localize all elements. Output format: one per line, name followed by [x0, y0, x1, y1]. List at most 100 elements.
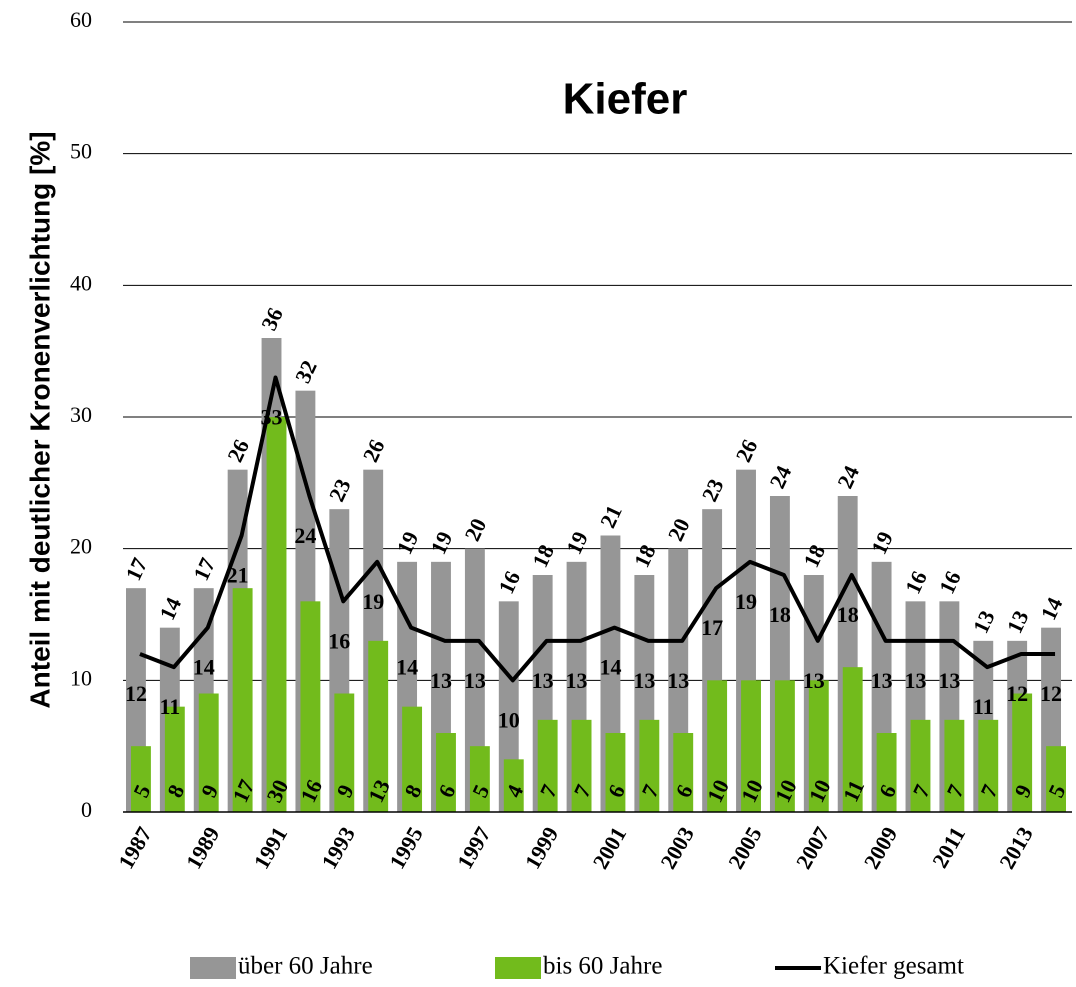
bar — [164, 706, 185, 812]
bar — [774, 680, 795, 812]
data-label: 14 — [599, 655, 621, 680]
bar — [673, 733, 694, 812]
x-tick-label: 1987 — [113, 823, 157, 874]
data-label: 18 — [837, 602, 859, 627]
data-label: 24 — [764, 462, 796, 493]
data-label: 20 — [459, 514, 491, 545]
data-label: 20 — [663, 514, 695, 545]
data-label: 19 — [425, 528, 457, 559]
bar — [402, 706, 423, 812]
data-label: 19 — [561, 528, 593, 559]
data-label: 24 — [832, 462, 864, 493]
data-label: 23 — [324, 475, 356, 506]
bar — [571, 719, 592, 812]
x-tick-label: 2013 — [994, 823, 1038, 874]
data-label: 13 — [968, 607, 1000, 638]
y-tick-label: 50 — [70, 139, 92, 164]
x-tick-label: 1993 — [316, 823, 360, 874]
bar — [639, 719, 660, 812]
bar — [469, 746, 490, 812]
bar — [910, 719, 931, 812]
bar — [1046, 746, 1066, 812]
data-label: 33 — [261, 405, 283, 430]
x-tick-label: 1995 — [384, 823, 428, 874]
bar — [876, 733, 897, 812]
legend-swatch — [190, 957, 236, 979]
data-label: 24 — [294, 523, 316, 548]
x-tick-label: 2001 — [587, 823, 631, 874]
data-label: 12 — [1040, 681, 1062, 706]
bar — [198, 693, 219, 812]
data-label: 16 — [934, 567, 966, 598]
data-label: 32 — [290, 356, 322, 387]
y-tick-label: 60 — [70, 7, 92, 32]
data-label: 11 — [973, 694, 994, 719]
bar — [944, 719, 965, 812]
bar — [808, 680, 829, 812]
bar — [266, 417, 287, 812]
y-axis-label: Anteil mit deutlicher Kronenverlichtung … — [24, 131, 55, 708]
bar — [300, 601, 321, 812]
line — [139, 375, 1056, 683]
data-label: 13 — [566, 668, 588, 693]
data-label: 14 — [396, 655, 418, 680]
data-label: 13 — [464, 668, 486, 693]
bar — [537, 719, 558, 812]
bar — [707, 680, 728, 812]
data-label: 16 — [493, 567, 525, 598]
chart-title: Kiefer — [563, 75, 688, 124]
bar — [1012, 693, 1033, 812]
legend-label: Kiefer gesamt — [823, 953, 964, 980]
data-label: 19 — [392, 528, 424, 559]
data-label: 13 — [633, 668, 655, 693]
data-label: 17 — [188, 554, 220, 585]
data-label: 17 — [120, 554, 152, 585]
bar — [503, 759, 524, 812]
data-label: 19 — [735, 589, 757, 614]
x-tick-label: 2007 — [791, 823, 835, 874]
data-label: 18 — [769, 602, 791, 627]
y-tick-label: 40 — [70, 270, 92, 295]
data-label: 12 — [1006, 681, 1028, 706]
data-label: 13 — [430, 668, 452, 693]
data-label: 10 — [498, 707, 520, 732]
bar — [232, 588, 253, 812]
data-label: 16 — [328, 628, 350, 653]
x-tick-label: 1989 — [181, 823, 225, 874]
x-tick-label: 1997 — [452, 823, 496, 874]
bar — [334, 693, 355, 812]
data-label: 13 — [871, 668, 893, 693]
data-label: 13 — [938, 668, 960, 693]
data-label: 13 — [532, 668, 554, 693]
bar — [436, 733, 456, 812]
bar — [605, 733, 626, 812]
bar — [131, 746, 151, 812]
data-label: 23 — [697, 475, 729, 506]
data-label: 21 — [227, 563, 249, 588]
legend-label: über 60 Jahre — [238, 953, 373, 980]
legend-label: bis 60 Jahre — [543, 953, 662, 980]
data-label: 14 — [193, 655, 215, 680]
y-tick-label: 10 — [70, 665, 92, 690]
data-label: 14 — [154, 593, 186, 624]
data-label: 26 — [730, 435, 762, 466]
data-label: 26 — [222, 435, 254, 466]
data-label: 12 — [125, 681, 147, 706]
legend-swatch — [495, 957, 541, 979]
y-tick-label: 30 — [70, 402, 92, 427]
x-tick-label: 2009 — [859, 823, 903, 874]
bar — [978, 719, 999, 812]
data-label: 18 — [527, 541, 559, 572]
data-label: 19 — [866, 528, 898, 559]
bar — [368, 640, 389, 812]
x-tick-label: 2005 — [723, 823, 767, 874]
data-label: 17 — [701, 615, 723, 640]
bar — [741, 680, 761, 812]
data-label: 11 — [159, 694, 180, 719]
data-label: 19 — [362, 589, 384, 614]
data-label: 14 — [1036, 593, 1068, 624]
x-tick-label: 2011 — [927, 823, 970, 873]
data-label: 36 — [256, 304, 288, 335]
data-label: 13 — [904, 668, 926, 693]
